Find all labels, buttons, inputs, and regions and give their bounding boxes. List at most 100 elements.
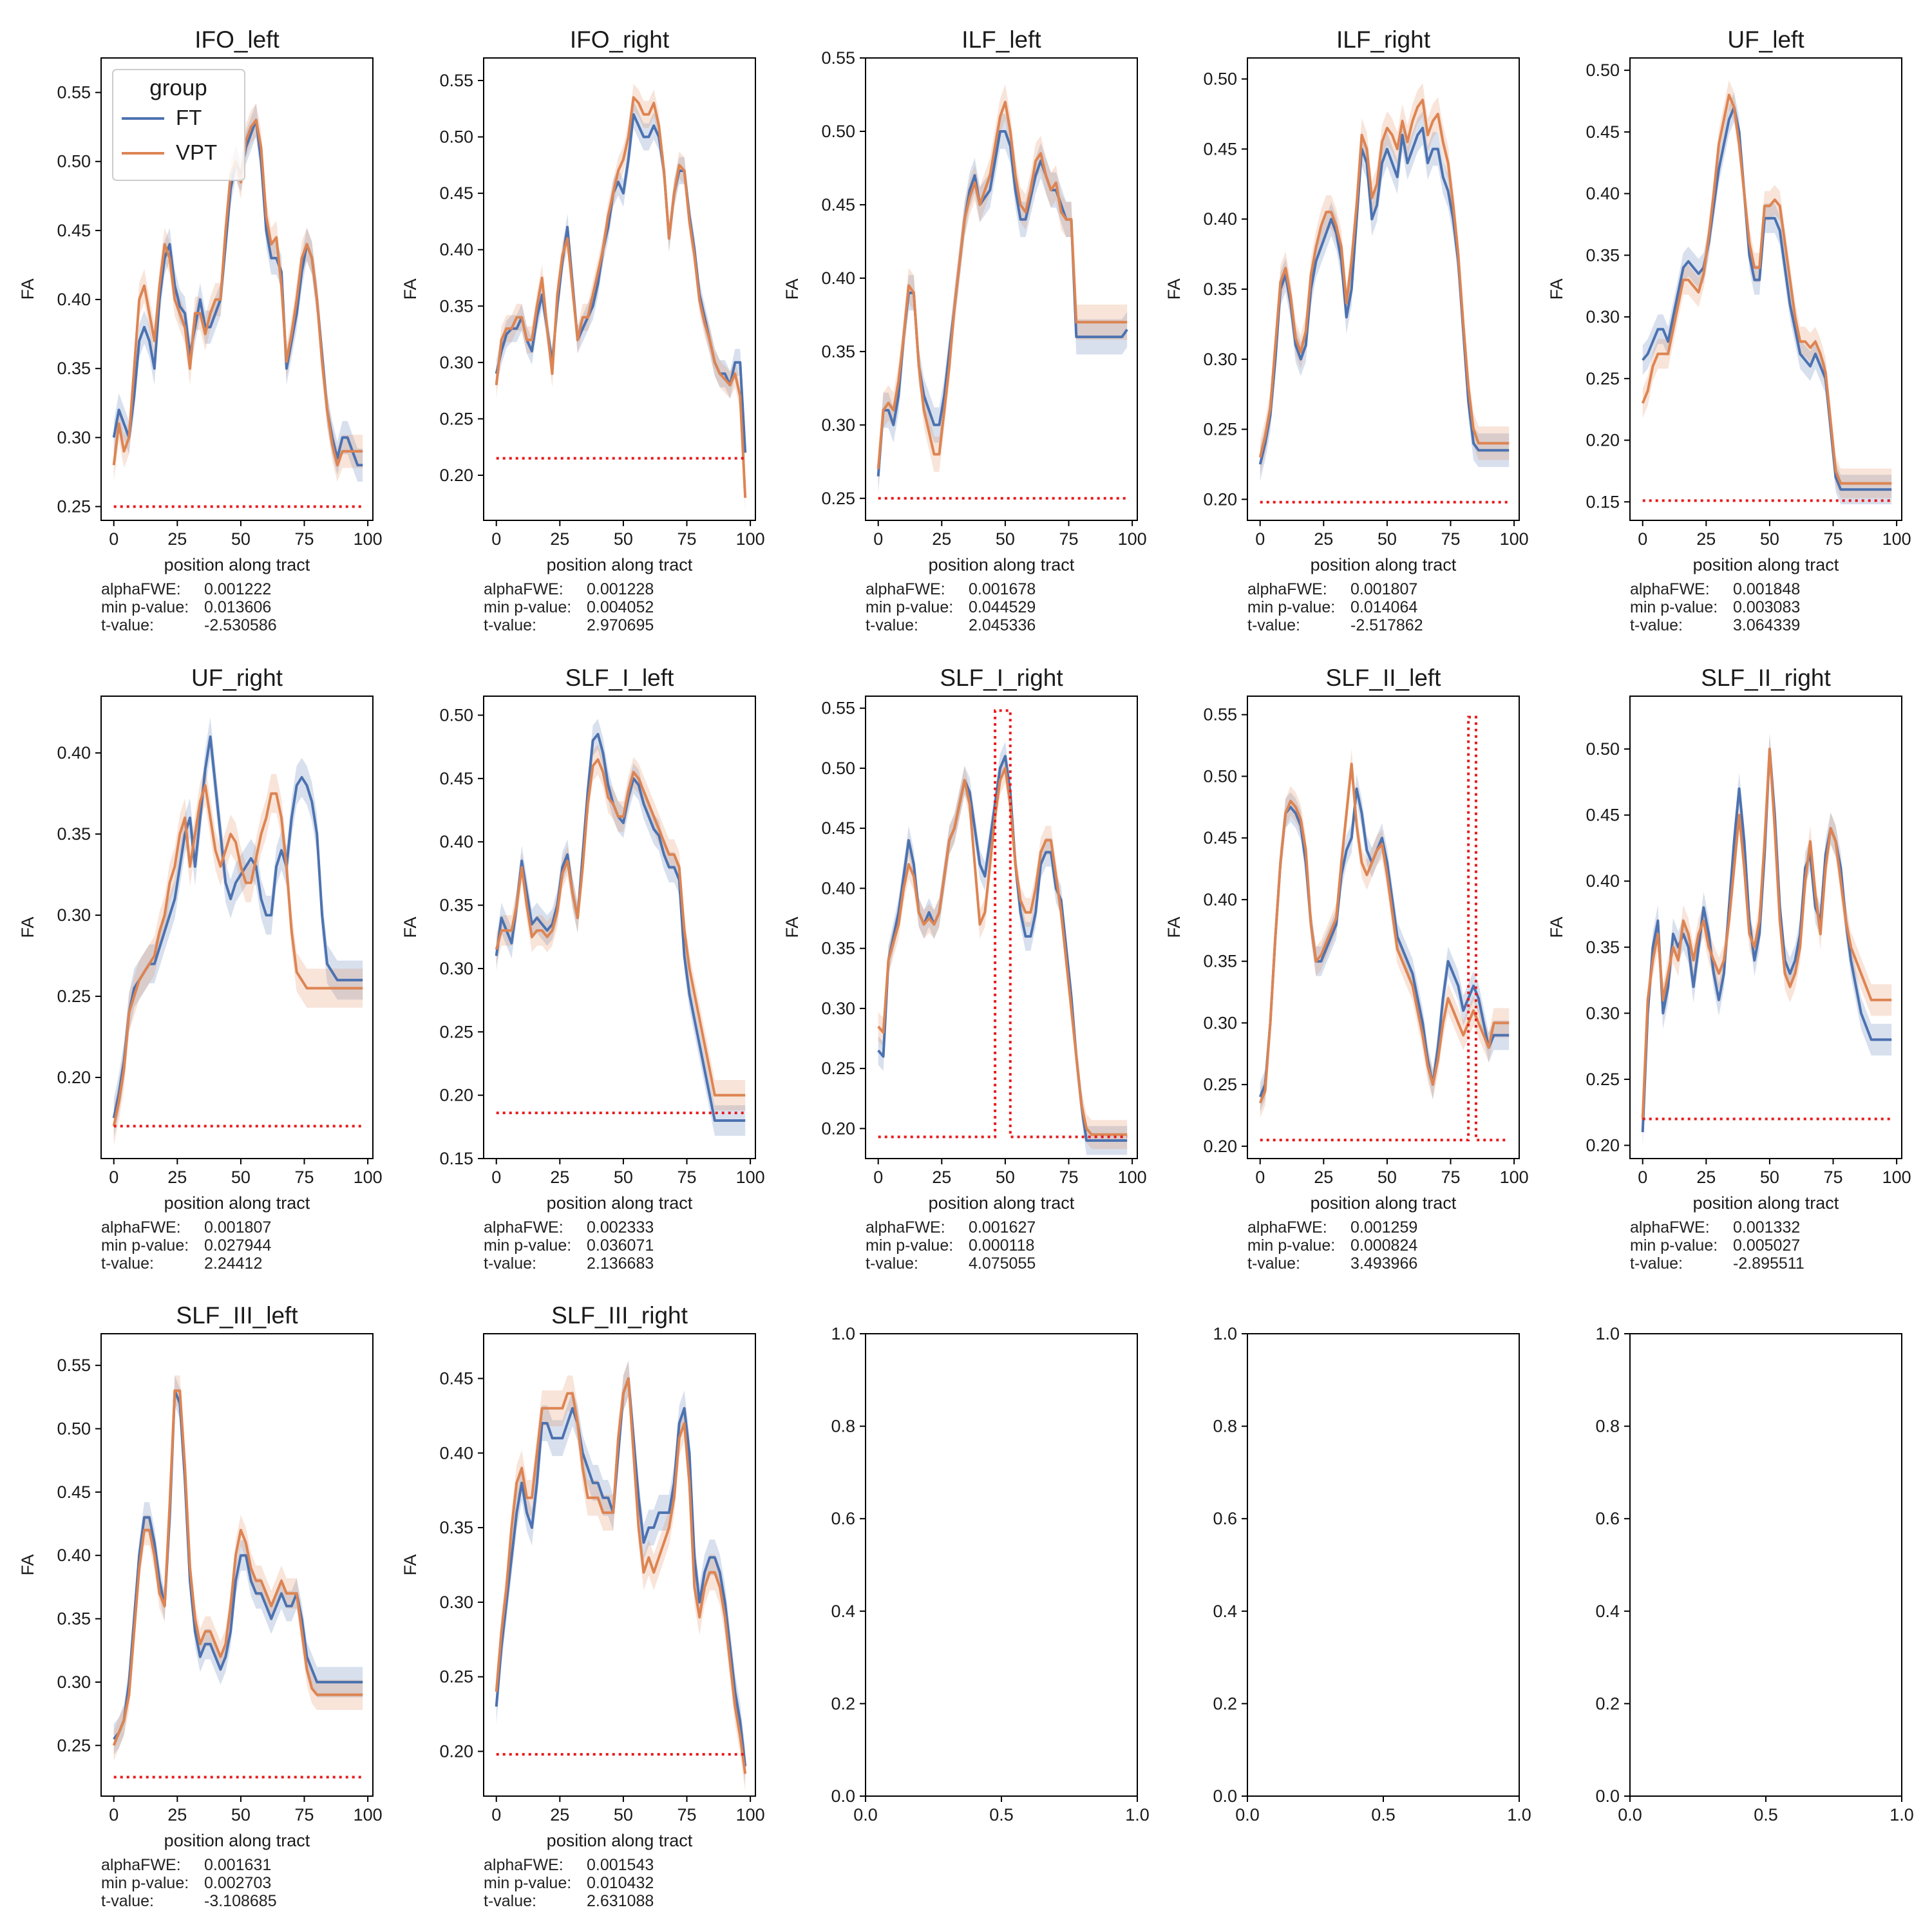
stats-label: alphaFWE:	[101, 1218, 181, 1236]
subplot-SLF_II_left: 0 25 50 75 100 0.20 0.25 0.30 0.35 0.40 0.45 0.50 0.…	[1164, 665, 1529, 1273]
stats-label: min p-value:	[484, 1874, 571, 1892]
y-tick-label: 0.35	[1203, 279, 1237, 299]
y-tick-label: 0.4	[1213, 1602, 1237, 1621]
x-tick-label: 50	[614, 1168, 633, 1187]
x-tick-label: 25	[167, 1168, 187, 1187]
y-tick-label: 0.30	[1203, 1013, 1237, 1032]
y-tick-label: 0.40	[57, 1546, 91, 1565]
legend: group FT VPT	[112, 69, 245, 181]
y-tick-label: 0.25	[821, 489, 855, 508]
y-tick-label: 0.30	[1586, 307, 1620, 327]
axes-frame	[1629, 696, 1902, 1159]
y-tick-label: 0.8	[1595, 1417, 1620, 1436]
subplot-SLF_II_right: 0 25 50 75 100 0.20 0.25 0.30 0.35 0.40 0.45 0.50 SL…	[1547, 665, 1911, 1273]
subplot-title: IFO_left	[194, 26, 279, 53]
stats-value: -2.895511	[1733, 1255, 1804, 1273]
y-tick-label: 0.30	[821, 999, 855, 1018]
y-tick-label: 0.45	[821, 819, 855, 838]
y-tick-label: 0.45	[821, 195, 855, 214]
axes-frame	[100, 1333, 374, 1797]
y-tick-label: 0.55	[57, 1356, 91, 1375]
x-axis-label: position along tract	[547, 555, 693, 574]
y-axis-label: FA	[18, 278, 37, 299]
y-tick-label: 0.40	[1586, 871, 1620, 891]
stats-label: t-value:	[101, 1255, 154, 1273]
x-tick-label: 100	[1500, 529, 1529, 549]
band-vpt	[1642, 80, 1892, 498]
stats-label: alphaFWE:	[484, 1218, 564, 1236]
axes-frame	[865, 57, 1138, 521]
y-tick-label: 1.0	[831, 1324, 855, 1343]
y-tick-label: 0.50	[1586, 739, 1620, 759]
x-tick-label: 1.0	[1507, 1805, 1531, 1824]
x-tick-label: 0	[109, 1805, 118, 1824]
y-tick-label: 0.30	[1203, 350, 1237, 369]
axes-frame	[100, 696, 374, 1159]
y-tick-label: 0.40	[821, 269, 855, 288]
y-tick-label: 0.40	[1586, 184, 1620, 204]
stats-label: alphaFWE:	[1247, 1218, 1327, 1236]
y-tick-label: 0.35	[821, 939, 855, 958]
stats-label: min p-value:	[101, 1874, 189, 1892]
x-tick-label: 0.5	[1754, 1805, 1778, 1824]
x-tick-label: 50	[996, 529, 1015, 549]
stats-label: min p-value:	[484, 598, 571, 616]
series-line-vpt	[1258, 99, 1510, 458]
x-axis-label: position along tract	[1693, 555, 1839, 574]
series-line-vpt	[1641, 93, 1892, 485]
x-tick-label: 75	[294, 1168, 314, 1187]
y-tick-label: 0.20	[821, 1119, 855, 1138]
series-line-ft	[112, 735, 363, 1119]
subplot-UF_left: 0 25 50 75 100 0.15 0.20 0.25 0.30 0.35 0.40 0.45 0.…	[1547, 26, 1911, 634]
subplot-title: UF_left	[1727, 26, 1804, 53]
x-axis-label: position along tract	[164, 555, 310, 574]
axes-frame	[483, 696, 756, 1159]
x-tick-label: 25	[932, 529, 951, 549]
y-tick-label: 0.35	[1586, 245, 1620, 265]
y-tick-label: 0.40	[439, 832, 473, 851]
x-tick-label: 25	[550, 529, 569, 549]
x-tick-label: 75	[1823, 529, 1842, 549]
stats-value: 0.002703	[204, 1874, 271, 1892]
y-tick-label: 0.35	[57, 1609, 91, 1629]
x-tick-label: 25	[167, 529, 187, 549]
x-tick-label: 100	[354, 1805, 383, 1824]
x-tick-label: 0	[1638, 1168, 1647, 1187]
axes-frame	[865, 696, 1138, 1159]
y-tick-label: 0.25	[1203, 420, 1237, 439]
band-ft	[1260, 773, 1510, 1112]
subplot-ILF_left: 0 25 50 75 100 0.25 0.30 0.35 0.40 0.45 0.50 0.55 IL…	[782, 26, 1147, 634]
y-tick-label: 0.55	[57, 83, 91, 102]
series-line-ft	[877, 755, 1128, 1142]
band-ft	[878, 741, 1128, 1155]
x-axis-label: position along tract	[164, 1831, 310, 1850]
y-tick-label: 0.35	[1586, 938, 1620, 957]
x-tick-label: 50	[1378, 1168, 1397, 1187]
y-axis-label: FA	[1164, 916, 1184, 938]
y-tick-label: 0.45	[439, 184, 473, 203]
y-tick-label: 0.30	[57, 905, 91, 925]
x-tick-label: 50	[231, 1805, 251, 1824]
stats-label: alphaFWE:	[1630, 1218, 1710, 1236]
y-tick-label: 0.45	[439, 1368, 473, 1388]
band-vpt	[878, 753, 1128, 1150]
stats-value: 3.064339	[1733, 616, 1800, 634]
y-tick-label: 0.15	[439, 1149, 473, 1168]
x-tick-label: 0	[1638, 529, 1647, 549]
axes-frame	[1629, 1333, 1902, 1797]
stats-value: 0.005027	[1733, 1236, 1800, 1255]
stats-value: 0.003083	[1733, 598, 1800, 616]
y-tick-label: 0.35	[821, 342, 855, 361]
y-tick-label: 0.6	[831, 1509, 855, 1528]
y-tick-label: 0.40	[1203, 209, 1237, 229]
legend-entry-vpt: VPT	[176, 140, 217, 164]
stats-label: alphaFWE:	[484, 580, 564, 598]
y-tick-label: 0.35	[57, 824, 91, 844]
stats-value: 0.001222	[204, 580, 271, 598]
series-line-vpt	[876, 100, 1128, 469]
stats-label: t-value:	[484, 616, 536, 634]
y-tick-label: 0.40	[57, 290, 91, 309]
series-line-vpt	[495, 1377, 747, 1774]
stats-label: t-value:	[866, 1255, 918, 1273]
